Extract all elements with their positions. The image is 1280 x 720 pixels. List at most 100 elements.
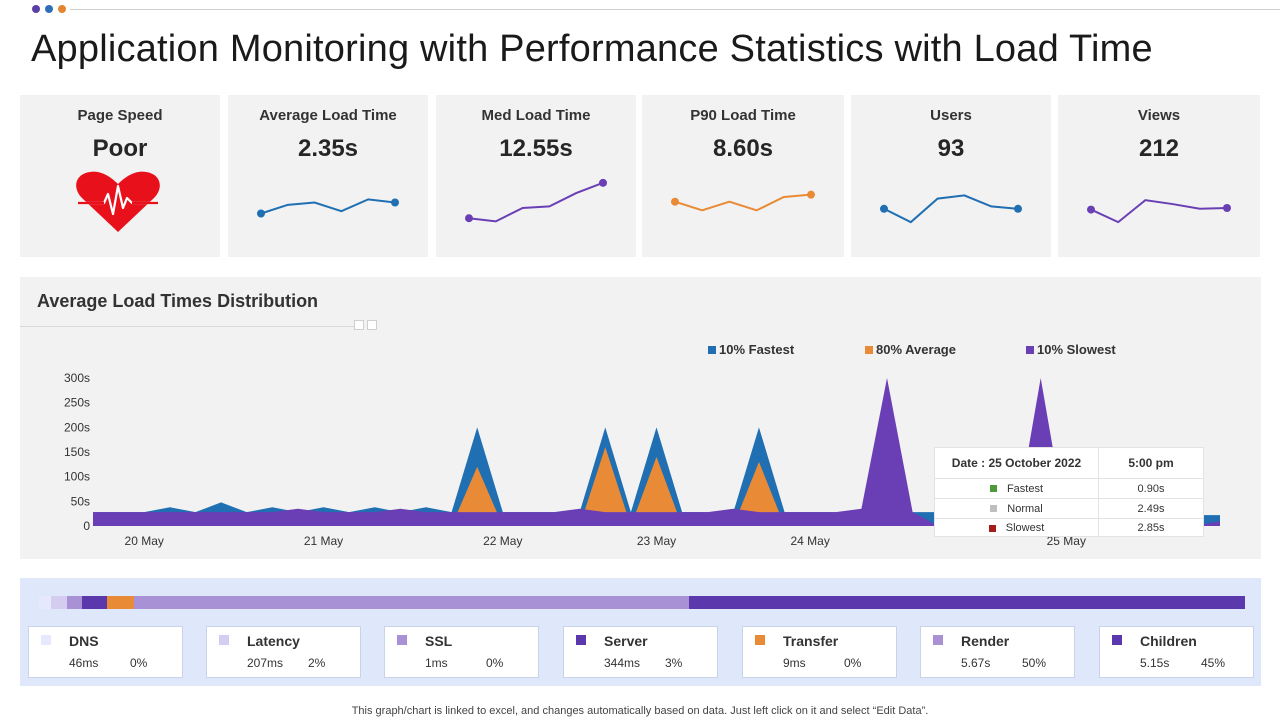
kpi-card-users[interactable]: Users 93 (851, 95, 1051, 257)
tooltip-row: Normal 2.49s (935, 498, 1203, 518)
accent-dots (32, 5, 66, 13)
kpi-card-views[interactable]: Views 212 (1058, 95, 1260, 257)
sparkline-path (1090, 199, 1228, 224)
kpi-card-p90-load-time[interactable]: P90 Load Time 8.60s (642, 95, 844, 257)
sparkline-path (883, 194, 1019, 224)
kpi-value: 12.55s (499, 135, 573, 162)
chart-title: Average Load Times Distribution (37, 291, 319, 311)
sparkline-endpoint (391, 198, 399, 207)
timing-card-render[interactable]: Render 5.67s 50% (920, 626, 1075, 678)
legend-item-fastest[interactable]: 10% Fastest (708, 342, 794, 357)
bar-segment-latency[interactable] (51, 596, 67, 609)
top-divider (70, 9, 1280, 10)
y-tick-label: 50s (71, 494, 90, 508)
tooltip-row-label: Normal (1007, 502, 1043, 515)
kpi-card-average-load-time[interactable]: Average Load Time 2.35s (228, 95, 428, 257)
heart-pulse-icon (76, 171, 160, 232)
series-area-1[interactable] (93, 447, 1220, 526)
latency-swatch (219, 635, 229, 645)
timing-card-ssl[interactable]: SSL 1ms 0% (384, 626, 539, 678)
dns-swatch (41, 635, 51, 645)
kpi-card-med-load-time[interactable]: Med Load Time 12.55s (436, 95, 636, 257)
sparkline-endpoint (1014, 204, 1022, 213)
sparkline (880, 194, 1022, 224)
kpi-card-page-speed[interactable]: Page Speed Poor (20, 95, 220, 257)
timing-value: 9ms (783, 656, 806, 670)
accent-dot (32, 5, 40, 13)
sparkline-endpoint (257, 209, 265, 218)
tooltip-time: 5:00 pm (1128, 456, 1174, 470)
y-tick-label: 250s (64, 396, 90, 410)
accent-dot (45, 5, 53, 13)
bar-segment-dns[interactable] (39, 596, 52, 609)
page-title: Application Monitoring with Performance … (31, 28, 1153, 70)
bar-segment-children[interactable] (688, 596, 1245, 609)
tooltip-row-value: 2.49s (1137, 502, 1165, 515)
footnote: This graph/chart is linked to excel, and… (351, 705, 929, 717)
handle[interactable] (367, 320, 377, 330)
tooltip-row-value: 2.85s (1137, 522, 1165, 534)
y-tick-label: 150s (64, 445, 90, 459)
sparkline (1087, 199, 1231, 224)
render-swatch (933, 635, 943, 645)
sparkline-endpoint (465, 214, 473, 223)
bar-segment-ssl[interactable] (66, 596, 83, 609)
handle[interactable] (354, 320, 364, 330)
transfer-swatch (755, 635, 765, 645)
kpi-value: 93 (937, 135, 965, 162)
timing-value: 5.15s (1140, 656, 1170, 670)
bar-segment-render[interactable] (134, 596, 689, 609)
kpi-label: Views (1137, 107, 1181, 124)
x-tick-label: 24 May (791, 534, 830, 548)
timing-value: 344ms (604, 656, 641, 670)
timing-breakdown-panel: DNS 46ms 0% Latency 207ms 2% SSL 1ms 0% … (20, 578, 1261, 686)
sparkline (257, 198, 399, 218)
sparkline-path (468, 181, 604, 223)
timing-name: Transfer (783, 633, 839, 649)
timing-value: 5.67s (961, 656, 991, 670)
timing-card-transfer[interactable]: Transfer 9ms 0% (742, 626, 897, 678)
timing-card-server[interactable]: Server 344ms 3% (563, 626, 718, 678)
resize-handles[interactable] (354, 320, 377, 330)
legend-item-average[interactable]: 80% Average (865, 342, 956, 357)
sparkline-endpoint (1223, 204, 1231, 212)
load-distribution-chart[interactable]: 0 50s 100s 150s 200s 250s 300s 20 May 21 May 22 M… (20, 277, 1261, 559)
y-tick-label: 100s (64, 470, 90, 484)
legend-swatch (708, 345, 716, 354)
sparkline-endpoint (880, 204, 888, 213)
timing-percent: 0% (844, 656, 862, 670)
timing-card-children[interactable]: Children 5.15s 45% (1099, 626, 1254, 678)
server-swatch (576, 635, 586, 645)
legend-label: 10% Slowest (1037, 342, 1116, 357)
timing-card-latency[interactable]: Latency 207ms 2% (206, 626, 361, 678)
y-tick-label: 300s (64, 371, 90, 385)
timing-name: Children (1140, 633, 1197, 649)
tooltip-row-label: Fastest (1006, 482, 1044, 495)
legend-swatch (865, 345, 873, 354)
bar-segment-server[interactable] (82, 596, 107, 609)
tooltip-row-label: Slowest (1005, 522, 1045, 534)
kpi-label: Med Load Time (481, 107, 591, 124)
timing-percent: 45% (1201, 656, 1226, 670)
timing-name: Latency (247, 633, 300, 649)
bar-segment-transfer[interactable] (106, 596, 135, 609)
legend-label: 10% Fastest (719, 342, 795, 357)
x-tick-label: 25 May (1047, 534, 1086, 548)
y-tick-label: 0 (83, 519, 90, 533)
tooltip-row-value: 0.90s (1137, 482, 1165, 495)
tooltip-date: Date : 25 October 2022 (935, 448, 1099, 478)
load-distribution-panel: 0 50s 100s 150s 200s 250s 300s 20 May 21 May 22 M… (20, 277, 1261, 559)
slowest-dot-icon (988, 524, 996, 532)
sparkline-endpoint (1087, 205, 1095, 214)
accent-dot (58, 5, 66, 13)
kpi-label: Users (930, 107, 972, 124)
timing-card-dns[interactable]: DNS 46ms 0% (28, 626, 183, 678)
timing-percent: 0% (130, 656, 148, 670)
timing-name: Server (604, 633, 648, 649)
timing-stacked-bar[interactable] (39, 596, 1245, 609)
kpi-label: P90 Load Time (690, 107, 796, 124)
kpi-value: 2.35s (297, 135, 359, 162)
kpi-label: Page Speed (77, 107, 163, 124)
legend-item-slowest[interactable]: 10% Slowest (1026, 342, 1116, 357)
normal-dot-icon (990, 505, 998, 512)
